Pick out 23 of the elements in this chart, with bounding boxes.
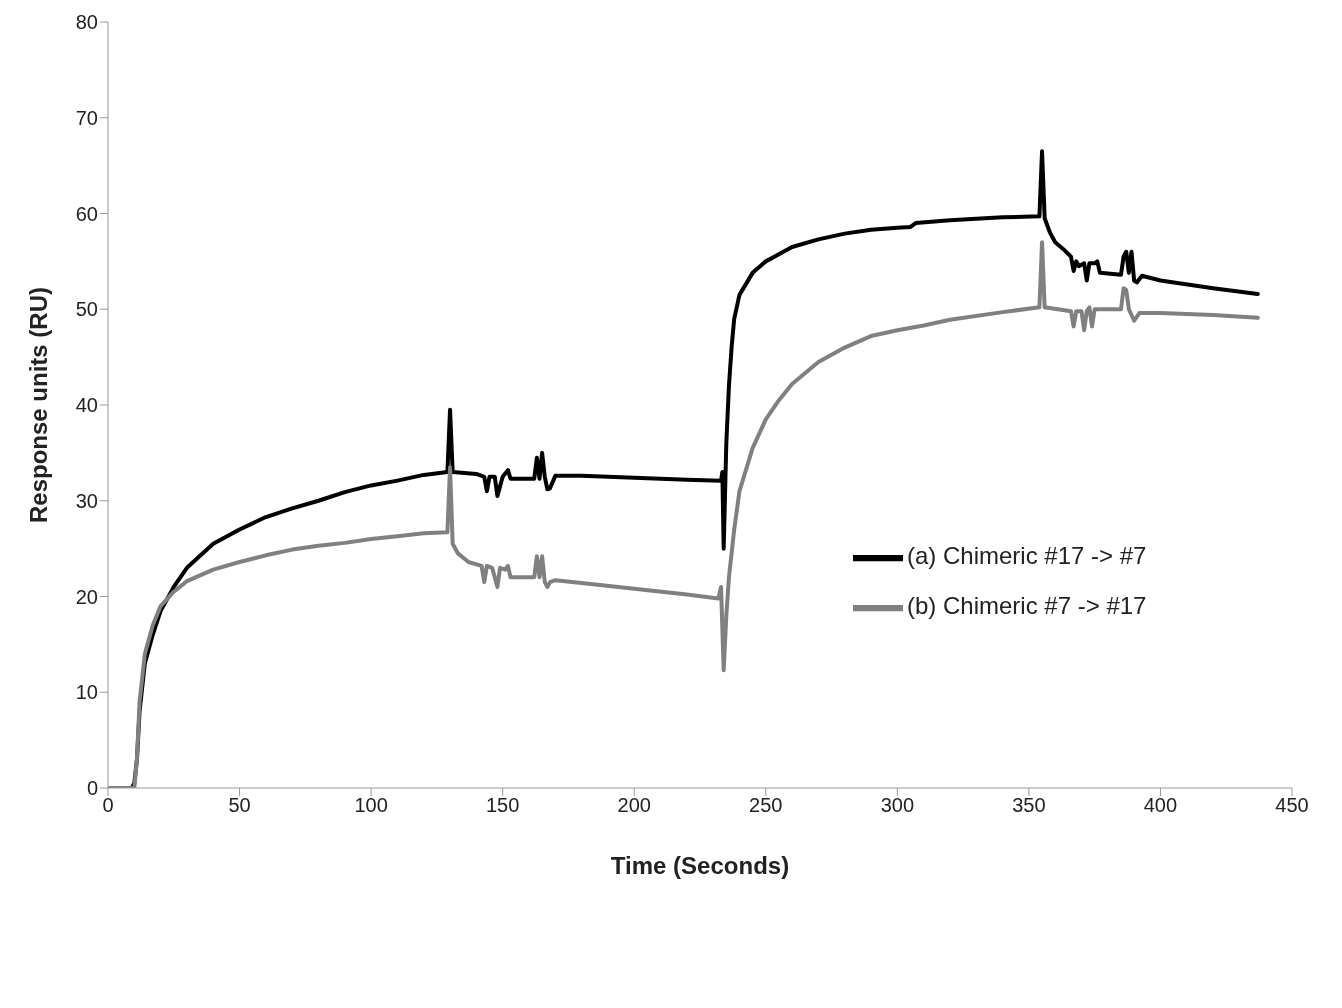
y-tick-label: 20	[75, 585, 98, 608]
y-tick-label: 50	[75, 298, 98, 321]
y-tick-label: 40	[75, 394, 98, 417]
y-tick-label: 30	[75, 489, 98, 512]
x-tick-label: 150	[485, 794, 520, 817]
x-tick-label: 100	[354, 794, 388, 817]
x-tick-label: 350	[1012, 794, 1046, 817]
y-tick-label: 80	[75, 11, 98, 34]
x-axis-title: Time (Seconds)	[610, 852, 790, 879]
x-tick-label: 450	[1275, 794, 1309, 817]
y-tick-label: 60	[75, 202, 98, 225]
x-tick-label: 0	[102, 794, 114, 817]
y-tick-label: 10	[75, 681, 98, 704]
x-tick-label: 200	[617, 794, 651, 817]
y-tick-label: 0	[86, 777, 98, 800]
legend-label: (a) Chimeric #17 -> #7	[907, 542, 1147, 570]
x-tick-label: 50	[228, 794, 251, 817]
x-tick-label: 300	[880, 794, 915, 817]
y-tick-label: 70	[75, 106, 98, 129]
x-tick-label: 250	[749, 794, 783, 817]
legend-label: (b) Chimeric #7 -> #17	[907, 592, 1147, 620]
x-tick-label: 400	[1143, 794, 1178, 817]
y-axis-title: Response units (RU)	[24, 286, 52, 524]
